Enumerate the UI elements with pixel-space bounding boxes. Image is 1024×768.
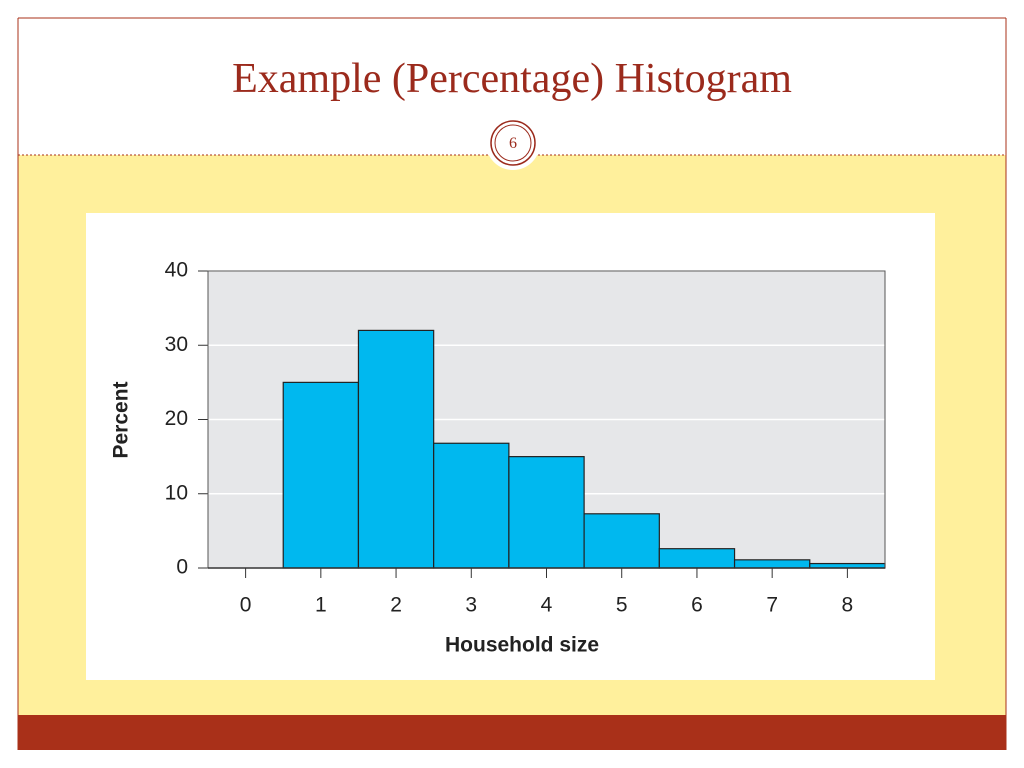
x-tick-label: 7 [766, 594, 778, 617]
x-tick-label: 4 [541, 594, 553, 617]
bar [282, 381, 360, 569]
slide-title: Example (Percentage) Histogram [232, 56, 792, 102]
x-tick-label: 8 [842, 594, 854, 617]
footer-bar [18, 715, 1006, 750]
x-tick-label: 1 [315, 594, 327, 617]
x-tick-label: 6 [691, 594, 703, 617]
page-number: 6 [509, 135, 517, 152]
y-tick-label: 10 [165, 481, 188, 504]
page-badge-inner [494, 124, 532, 162]
page-badge-outer [490, 120, 536, 166]
bar [357, 329, 435, 569]
bar [583, 513, 660, 569]
x-axis-label: Household size [445, 634, 599, 657]
bar [433, 442, 510, 569]
x-tick-label: 5 [616, 594, 628, 617]
bar [658, 548, 736, 569]
x-tick-label: 0 [240, 594, 252, 617]
x-tick-label: 2 [390, 594, 402, 617]
y-tick-label: 30 [165, 333, 188, 356]
y-axis-label: Percent [110, 381, 133, 458]
x-tick-label: 3 [465, 594, 477, 617]
y-tick-label: 40 [165, 259, 188, 282]
y-tick-label: 0 [176, 556, 188, 579]
bar [733, 559, 811, 569]
bar [508, 456, 585, 569]
y-tick-label: 20 [165, 407, 188, 430]
